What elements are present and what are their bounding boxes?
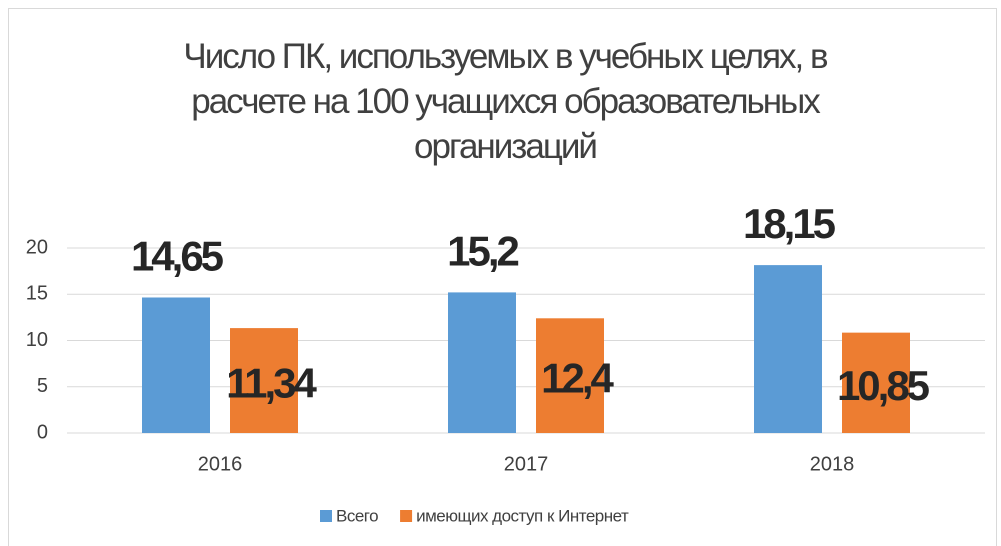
bar <box>536 318 604 433</box>
legend-swatch <box>400 510 413 522</box>
data-label: 14,65 <box>131 233 224 280</box>
y-tick-label: 10 <box>26 329 48 351</box>
legend-label: Всего <box>336 506 378 525</box>
x-tick-label: 2016 <box>198 453 243 475</box>
data-label: 15,2 <box>447 227 518 274</box>
bar <box>754 265 822 433</box>
x-tick-label: 2018 <box>810 453 855 475</box>
bar <box>842 332 910 433</box>
legend-label: имеющих доступ к Интернет <box>416 506 629 525</box>
chart-title: Число ПК, используемых в учебных целях, … <box>183 37 828 166</box>
y-tick-label: 15 <box>26 283 48 305</box>
y-tick-label: 20 <box>26 236 48 258</box>
bar <box>448 292 516 433</box>
data-label: 12,4 <box>541 355 614 402</box>
data-label: 18,15 <box>743 200 836 247</box>
y-tick-label: 5 <box>37 375 48 397</box>
y-tick-label: 0 <box>37 421 48 443</box>
data-label: 11,34 <box>226 360 317 407</box>
legend-swatch <box>320 510 332 522</box>
data-label: 10,85 <box>837 362 930 409</box>
x-tick-label: 2017 <box>504 453 549 475</box>
bar <box>142 297 210 433</box>
chart-border <box>8 8 997 546</box>
bar <box>230 328 298 433</box>
